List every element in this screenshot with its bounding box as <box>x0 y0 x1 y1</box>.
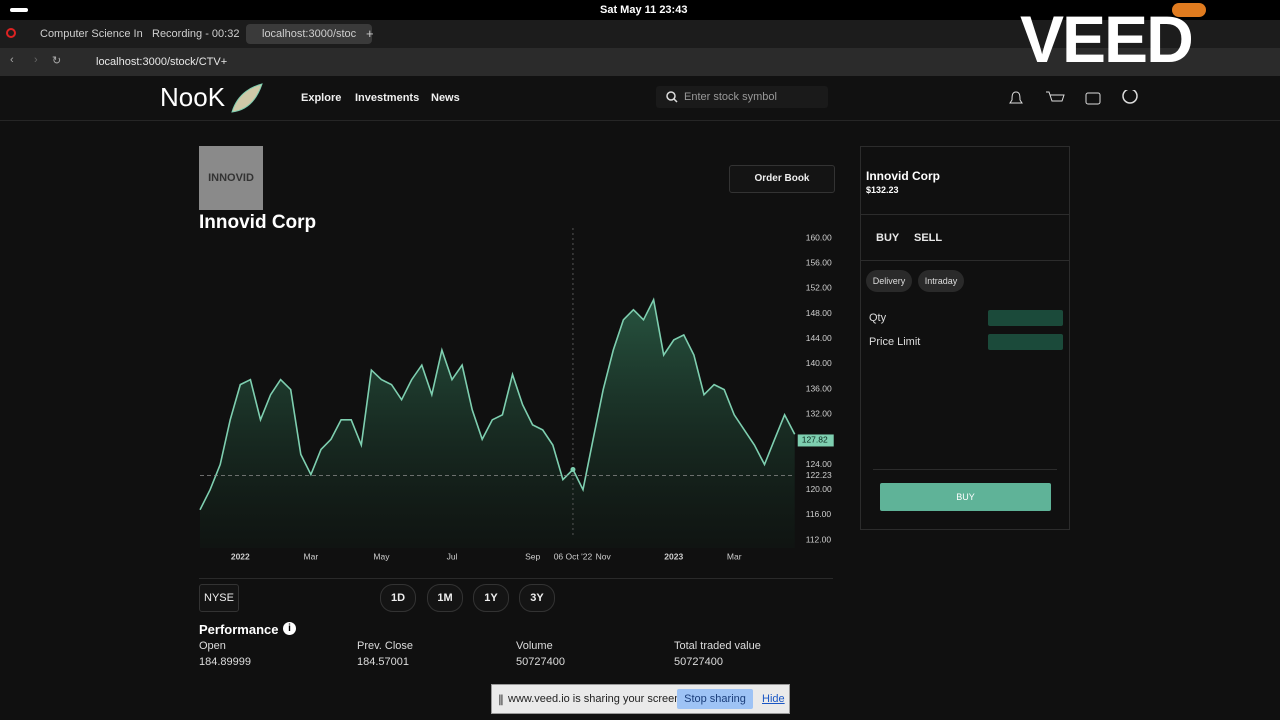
company-name: Innovid Corp <box>199 212 317 233</box>
y-tick-label: 152.00 <box>806 283 832 293</box>
stat-label: Open <box>199 640 226 652</box>
panel-price: $132.23 <box>866 185 899 195</box>
y-tick-label: 148.00 <box>806 308 832 318</box>
system-bar: Sat May 11 23:43 <box>0 0 1280 20</box>
order-book-button[interactable]: Order Book <box>729 165 835 193</box>
x-tick-label: 2023 <box>664 551 683 561</box>
y-tick-label: 132.00 <box>806 408 832 418</box>
stat-label: Total traded value <box>674 640 761 652</box>
y-tick-label: 112.00 <box>806 534 832 544</box>
mode-pill[interactable]: Delivery <box>866 270 912 292</box>
x-tick-label: Jul <box>447 551 458 561</box>
y-tick-label: 120.00 <box>806 484 832 494</box>
stat-label: Volume <box>516 640 553 652</box>
cart-icon[interactable] <box>1046 91 1065 102</box>
nav-link[interactable]: News <box>431 92 460 104</box>
info-icon[interactable]: i <box>283 622 296 635</box>
reference-label: 122.23 <box>806 470 832 480</box>
field-label: Price Limit <box>869 336 921 348</box>
reload-button[interactable]: ↻ <box>52 55 62 67</box>
site-nav: NooK Explore Investments News Enter stoc… <box>0 76 1280 121</box>
recording-indicator[interactable] <box>1172 3 1206 17</box>
stat-value: 50727400 <box>674 656 723 668</box>
range-button[interactable]: 3Y <box>519 584 555 612</box>
browser-logo[interactable] <box>6 28 16 38</box>
tab-active[interactable]: localhost:3000/stoc <box>246 24 372 44</box>
x-tick-label: Mar <box>304 551 319 561</box>
search-icon <box>666 91 678 103</box>
share-message: www.veed.io is sharing your screen. <box>508 693 684 705</box>
stat-value: 50727400 <box>516 656 565 668</box>
divider <box>873 469 1057 470</box>
divider <box>861 260 1069 261</box>
y-tick-label: 116.00 <box>806 509 832 519</box>
company-logo: INNOVID <box>199 146 263 210</box>
clock[interactable]: Sat May 11 23:43 <box>600 4 688 16</box>
back-button[interactable]: ‹ <box>10 54 14 66</box>
performance-title: Performance <box>199 622 279 637</box>
url[interactable]: localhost:3000/stock/CTV+ <box>96 56 228 68</box>
buy-button[interactable]: BUY <box>880 483 1051 511</box>
side-tab[interactable]: BUY <box>876 232 900 244</box>
y-tick-label: 136.00 <box>806 383 832 393</box>
range-button[interactable]: 1Y <box>473 584 509 612</box>
divider <box>199 578 833 579</box>
hide-link[interactable]: Hide <box>762 693 785 705</box>
nav-link[interactable]: Investments <box>355 92 420 104</box>
price-area <box>200 299 795 548</box>
y-tick-label: 156.00 <box>806 257 832 267</box>
user-icon[interactable] <box>1122 90 1138 104</box>
side-tab[interactable]: SELL <box>914 232 943 244</box>
y-tick-label: 160.00 <box>806 232 832 242</box>
range-button[interactable]: 1D <box>380 584 416 612</box>
order-panel: Innovid Corp $132.23 BUY SELL Delivery I… <box>860 146 1070 530</box>
stat-label: Prev. Close <box>357 640 414 652</box>
qty-input[interactable] <box>988 310 1063 326</box>
panel-company-name: Innovid Corp <box>866 169 940 183</box>
bell-icon[interactable] <box>1009 91 1023 104</box>
address-bar: ‹ › ↻ localhost:3000/stock/CTV+ <box>0 48 1280 76</box>
x-tick-label: Mar <box>727 551 742 561</box>
y-tick-label: 124.00 <box>806 459 832 469</box>
search-box[interactable]: Enter stock symbol <box>656 86 828 108</box>
new-tab-button[interactable]: + <box>366 26 374 41</box>
tab[interactable]: Recording - 00:32 <box>152 28 240 40</box>
mode-pill[interactable]: Intraday <box>918 270 964 292</box>
y-tick-label: 144.00 <box>806 333 832 343</box>
activities-icon[interactable] <box>10 8 28 12</box>
price-input[interactable] <box>988 334 1063 350</box>
nav-icons <box>1009 90 1138 105</box>
x-tick-label: May <box>373 551 390 561</box>
logo-leaf <box>231 83 263 113</box>
share-bar: ∥ www.veed.io is sharing your screen. St… <box>491 684 790 714</box>
pause-icon: ∥ <box>498 694 504 706</box>
range-button[interactable]: 1M <box>427 584 463 612</box>
y-tick-label: 140.00 <box>806 358 832 368</box>
exchange-label[interactable]: NYSE <box>199 584 239 612</box>
divider <box>861 214 1069 215</box>
price-chart: 112.00 116.00 120.00 124.00 132.00 136.00 140.… <box>199 228 834 561</box>
wallet-icon[interactable] <box>1085 92 1101 105</box>
watermark: VEED <box>1020 2 1194 76</box>
crosshair-point <box>570 467 576 473</box>
forward-button[interactable]: › <box>34 54 38 66</box>
nav-link[interactable]: Explore <box>301 92 342 104</box>
price-line <box>199 297 796 511</box>
last-price-label: 127.82 <box>802 435 828 445</box>
x-tick-label: 06 Oct '22 <box>554 551 593 561</box>
logo[interactable]: NooK <box>160 82 226 112</box>
stop-sharing-button[interactable]: Stop sharing <box>677 689 753 709</box>
last-price-box <box>797 434 834 447</box>
stat-value: 184.57001 <box>357 656 409 668</box>
tab[interactable]: Computer Science In <box>40 28 143 40</box>
field-label: Qty <box>869 312 887 324</box>
x-tick-label: Sep <box>525 551 540 561</box>
x-tick-label: 2022 <box>231 551 250 561</box>
search-placeholder: Enter stock symbol <box>684 91 777 103</box>
x-tick-label: Nov <box>596 551 612 561</box>
stat-value: 184.89999 <box>199 656 251 668</box>
tab-bar: Computer Science In Recording - 00:32 lo… <box>0 20 1280 48</box>
